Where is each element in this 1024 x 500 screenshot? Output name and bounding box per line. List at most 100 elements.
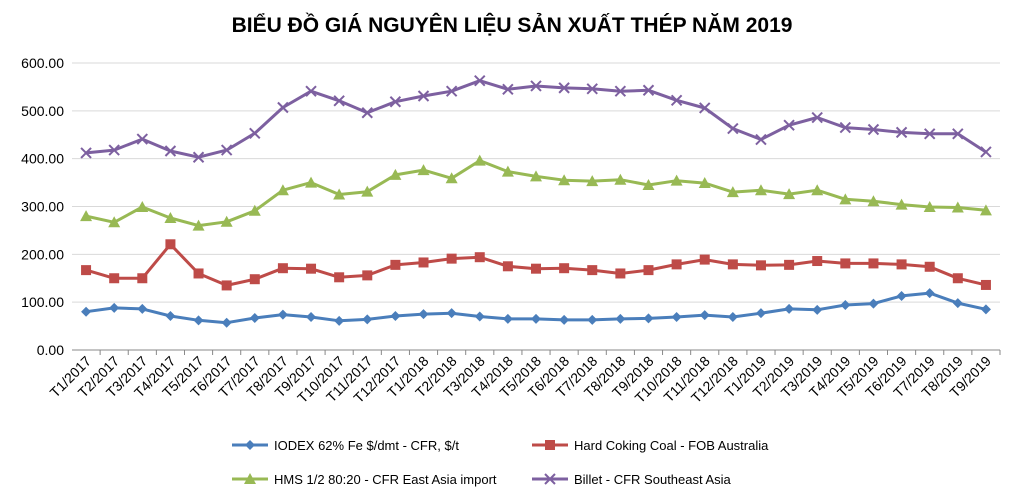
data-point <box>361 107 373 119</box>
data-point <box>867 123 880 136</box>
data-point <box>305 85 317 97</box>
data-point <box>277 309 288 320</box>
data-point <box>698 177 711 189</box>
data-point <box>164 145 177 157</box>
series-layer <box>80 74 992 328</box>
data-point <box>193 315 204 326</box>
data-point <box>220 215 233 227</box>
data-point <box>839 193 852 205</box>
data-point <box>868 258 879 269</box>
series <box>81 288 991 328</box>
data-point <box>811 184 824 196</box>
data-point <box>502 313 513 324</box>
data-point <box>501 165 514 177</box>
data-point <box>165 311 176 322</box>
data-point <box>530 80 542 92</box>
data-point <box>446 308 457 319</box>
data-point <box>81 306 92 317</box>
data-point <box>558 174 571 186</box>
data-point <box>952 273 963 284</box>
data-point <box>474 252 485 263</box>
data-point <box>643 313 654 324</box>
data-point <box>839 121 852 134</box>
data-point <box>727 259 738 270</box>
data-point <box>643 265 654 276</box>
data-point <box>276 184 289 196</box>
data-point <box>192 151 205 163</box>
data-point <box>390 311 401 322</box>
data-point <box>783 119 795 131</box>
data-point <box>952 128 964 140</box>
data-point <box>558 82 570 94</box>
data-point <box>642 84 655 96</box>
data-point <box>587 314 598 325</box>
data-point <box>245 440 255 450</box>
data-point <box>812 256 823 267</box>
data-point <box>671 311 682 322</box>
data-point <box>895 198 908 210</box>
data-point <box>615 268 626 279</box>
data-point <box>783 188 796 200</box>
data-point <box>417 90 430 102</box>
data-point <box>80 210 93 222</box>
data-point <box>446 253 457 264</box>
data-point <box>545 440 555 450</box>
legend-label: IODEX 62% Fe $/dmt - CFR, $/t <box>274 438 459 453</box>
data-point <box>670 94 683 107</box>
data-point <box>474 74 486 87</box>
data-point <box>389 168 402 180</box>
data-point <box>249 312 260 323</box>
data-point <box>305 176 318 188</box>
data-point <box>136 200 149 212</box>
series-line <box>85 159 987 228</box>
grid-layer <box>72 62 1000 351</box>
y-tick-label: 300.00 <box>21 199 64 215</box>
data-point <box>699 102 711 114</box>
series <box>81 239 991 291</box>
y-axis-ticks: 0.00 100.00 200.00 300.00 400.00 500.00 600.00 <box>21 55 64 358</box>
data-point <box>614 173 627 185</box>
data-point <box>586 175 599 187</box>
data-point <box>755 133 767 146</box>
data-point <box>137 273 148 284</box>
data-point <box>249 127 261 140</box>
y-tick-label: 0.00 <box>37 342 64 358</box>
data-point <box>221 317 232 328</box>
data-point <box>727 122 739 135</box>
data-point <box>362 270 373 281</box>
data-point <box>896 259 907 270</box>
data-point <box>586 83 598 95</box>
y-tick-label: 500.00 <box>21 103 64 119</box>
data-point <box>642 178 655 190</box>
data-point <box>165 239 176 250</box>
data-point <box>531 263 541 274</box>
data-point <box>445 85 458 97</box>
data-point <box>670 174 683 186</box>
data-point <box>220 144 233 156</box>
legend-entry: Billet - CFR Southeast Asia <box>532 472 732 487</box>
y-tick-label: 600.00 <box>21 55 64 71</box>
data-point <box>980 304 991 315</box>
data-point <box>334 272 345 283</box>
data-point <box>923 200 936 212</box>
data-point <box>164 211 177 223</box>
data-point <box>390 259 401 270</box>
data-point <box>417 164 430 176</box>
data-point <box>587 265 598 276</box>
data-point <box>699 254 710 265</box>
legend-label: HMS 1/2 80:20 - CFR East Asia import <box>274 472 497 487</box>
legend-entry: Hard Coking Coal - FOB Australia <box>532 438 769 453</box>
data-point <box>727 311 738 322</box>
data-point <box>784 259 795 270</box>
data-point <box>109 302 120 313</box>
data-point <box>979 204 992 216</box>
data-point <box>840 258 851 269</box>
data-point <box>924 261 935 272</box>
data-point <box>192 219 205 231</box>
data-point <box>81 265 92 276</box>
data-point <box>726 186 739 198</box>
data-point <box>474 311 485 322</box>
data-point <box>784 303 795 314</box>
data-point <box>868 298 879 309</box>
